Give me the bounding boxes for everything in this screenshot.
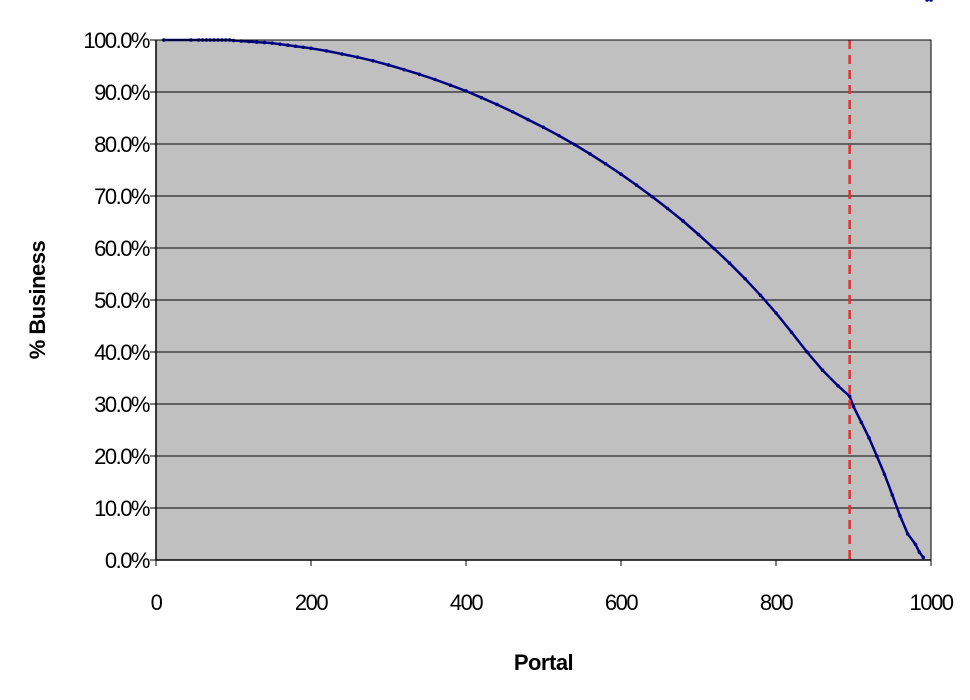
y-tick-label: 70.0% (94, 184, 150, 209)
data-point (727, 261, 732, 265)
x-tick-label: 400 (450, 590, 483, 615)
y-tick-label: 90.0% (94, 80, 150, 105)
data-point (495, 102, 499, 107)
y-tick-label: 20.0% (94, 444, 150, 469)
data-point (921, 555, 926, 560)
data-point (929, 0, 933, 2)
data-point (355, 55, 360, 59)
data-point (231, 38, 236, 43)
data-point (820, 368, 825, 373)
data-point (293, 44, 298, 49)
axes (150, 39, 932, 566)
series-layer (161, 0, 933, 560)
y-tick-label: 30.0% (94, 392, 150, 417)
y-tick-label: 50.0% (94, 288, 150, 313)
x-tick-label: 200 (295, 590, 328, 615)
data-point (324, 49, 329, 53)
data-point (851, 404, 856, 409)
data-point (774, 311, 778, 315)
data-point (696, 232, 701, 237)
y-axis-title: % Business (25, 240, 50, 359)
data-point (254, 40, 259, 44)
data-point (758, 293, 763, 298)
data-point (340, 52, 344, 56)
data-point (448, 83, 453, 88)
y-tick-label: 100.0% (83, 28, 150, 53)
data-point (433, 77, 437, 82)
y-tick-label: 60.0% (94, 236, 150, 261)
x-tick-label: 800 (760, 590, 793, 615)
data-point (789, 330, 794, 335)
x-tick-label: 600 (605, 590, 638, 615)
data-point (526, 117, 530, 122)
data-point (890, 493, 895, 497)
x-tick-label: 1000 (910, 590, 954, 615)
data-point (301, 45, 306, 50)
data-point (898, 514, 902, 518)
data-point (925, 0, 929, 2)
data-point (619, 172, 623, 176)
data-point (270, 41, 275, 45)
data-point (572, 142, 577, 147)
data-point (917, 550, 922, 554)
data-point (402, 67, 406, 72)
data-point (464, 89, 468, 93)
data-point (665, 206, 670, 211)
y-tick-label: 0.0% (105, 548, 150, 573)
data-point (882, 472, 887, 477)
data-point (371, 59, 375, 63)
y-tick-label: 10.0% (94, 496, 150, 521)
y-tick-label: 40.0% (94, 340, 150, 365)
data-point (634, 183, 639, 187)
x-tick-label: 0 (151, 590, 163, 615)
y-tick-labels: 0.0% 10.0% 20.0% 30.0% 40.0% 50.0% 60.0% 70.0% 8… (83, 28, 151, 573)
data-point (479, 95, 484, 100)
x-tick-labels: 0 200 400 600 800 1000 (151, 590, 956, 615)
data-point (859, 420, 864, 425)
data-point (417, 72, 422, 77)
data-point (309, 46, 313, 51)
data-point (386, 63, 391, 67)
data-point (905, 532, 910, 536)
data-point (867, 436, 871, 440)
data-point (874, 454, 879, 458)
data-point (557, 133, 561, 138)
data-point (262, 40, 267, 45)
y-tick-label: 80.0% (94, 132, 150, 157)
data-point (247, 39, 251, 44)
data-point (847, 394, 852, 399)
data-point (681, 219, 685, 223)
data-point (913, 542, 918, 547)
data-point (743, 276, 747, 281)
data-point (588, 152, 592, 156)
x-axis-title: Portal (514, 650, 573, 675)
data-point (712, 246, 716, 251)
data-point (603, 161, 608, 166)
data-point (285, 43, 290, 47)
data-point (650, 194, 654, 199)
data-point (278, 42, 282, 46)
data-point (836, 384, 840, 388)
data-point (510, 109, 515, 114)
data-point (541, 125, 546, 130)
data-point (805, 350, 809, 354)
